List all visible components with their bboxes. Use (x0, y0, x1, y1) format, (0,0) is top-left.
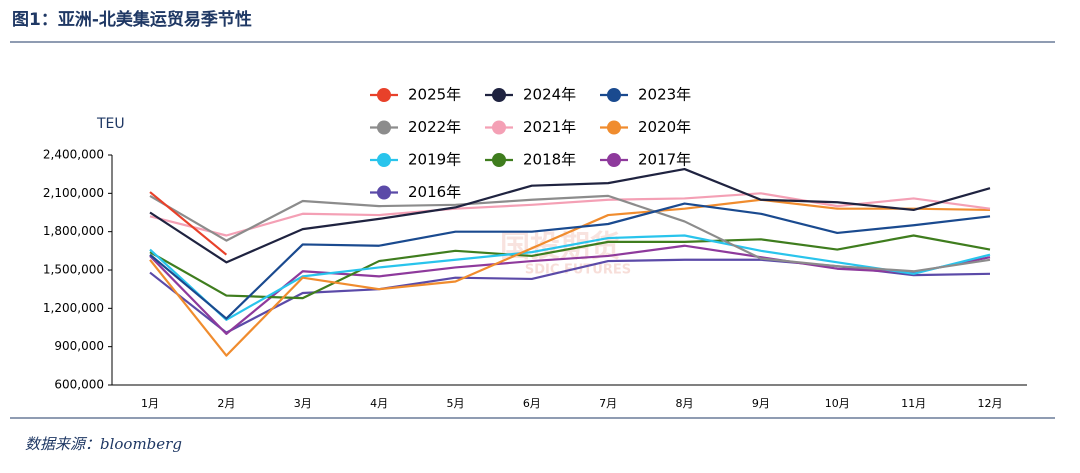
x-tick-label: 9月 (752, 397, 770, 410)
x-tick-label: 6月 (523, 397, 541, 410)
series-line (149, 234, 991, 321)
y-tick-label: 2,100,000 (43, 186, 104, 200)
legend-label: 2023年 (638, 86, 691, 104)
series-line (149, 198, 991, 357)
legend-label: 2020年 (638, 118, 691, 136)
series-line (149, 192, 991, 237)
legend-marker (492, 88, 506, 102)
legend-label: 2021年 (523, 118, 576, 136)
legend-label: 2016年 (408, 183, 461, 201)
legend-marker (607, 120, 621, 135)
x-tick-label: 7月 (599, 397, 617, 410)
y-tick-label: 1,200,000 (43, 301, 104, 315)
legend-marker (607, 153, 621, 167)
x-tick-label: 11月 (901, 397, 926, 410)
x-tick-label: 12月 (978, 397, 1003, 410)
legend-marker (492, 153, 506, 167)
series-line (149, 234, 991, 300)
series-line (149, 194, 991, 273)
legend-marker (377, 88, 391, 102)
legend-marker (377, 120, 391, 135)
series-line (149, 244, 991, 335)
legend-label: 2024年 (523, 86, 576, 104)
x-tick-label: 2月 (217, 397, 235, 410)
series-line (149, 167, 991, 264)
legend-label: 2022年 (408, 118, 461, 136)
x-tick-label: 3月 (294, 397, 312, 410)
legend-label: 2017年 (638, 151, 691, 169)
x-tick-label: 1月 (141, 397, 159, 410)
x-tick-label: 10月 (825, 397, 850, 410)
legend-marker (377, 153, 391, 167)
x-tick-label: 4月 (370, 397, 388, 410)
legend-marker (377, 185, 391, 200)
series-line (149, 202, 991, 320)
y-tick-label: 2,400,000 (43, 148, 104, 162)
y-tick-label: 1,500,000 (43, 263, 104, 277)
chart-title: 图1：亚洲-北美集运贸易季节性 (12, 9, 252, 30)
watermark: SDIC FUTURES (525, 263, 631, 278)
source: 数据来源：bloomberg (25, 435, 182, 453)
legend-marker (492, 120, 506, 135)
y-tick-label: 900,000 (54, 339, 104, 353)
legend-marker (607, 88, 621, 102)
x-tick-label: 5月 (446, 397, 464, 410)
y-tick-label: 1,800,000 (43, 224, 104, 238)
legend-label: 2019年 (408, 151, 461, 169)
y-tick-label: 600,000 (54, 378, 104, 392)
y-axis-label: TEU (96, 116, 125, 132)
legend-label: 2018年 (523, 151, 576, 169)
series-line (149, 191, 228, 256)
legend-label: 2025年 (408, 86, 461, 104)
x-tick-label: 8月 (676, 397, 694, 410)
